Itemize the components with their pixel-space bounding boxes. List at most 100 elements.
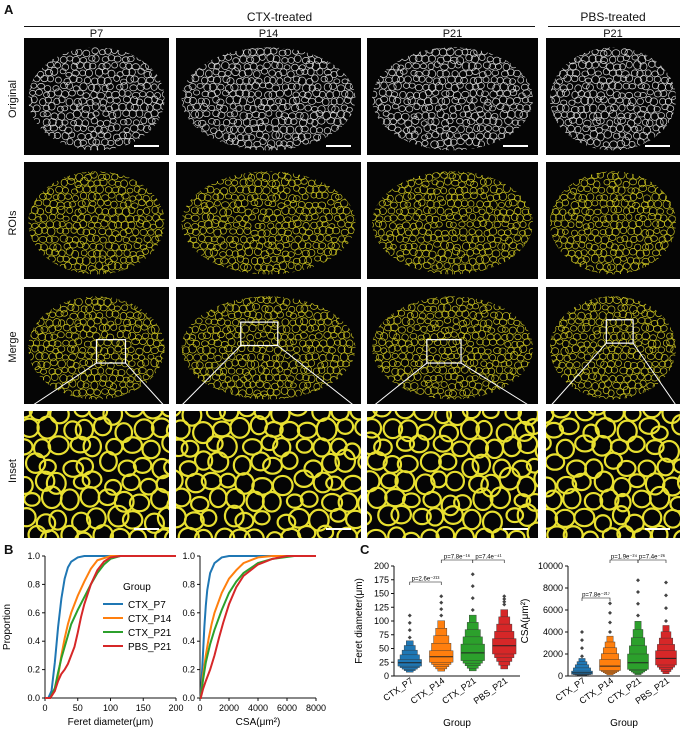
y-tick-label: 0.2 xyxy=(27,665,40,675)
series-line-ctx_p14 xyxy=(199,555,316,699)
y-tick-label: 2000 xyxy=(543,649,563,659)
column-label-p21-ctx: P21 xyxy=(442,28,463,40)
series-line-ctx_p7 xyxy=(199,555,316,699)
y-tick-label: 0.6 xyxy=(182,608,195,618)
y-tick-label: 175 xyxy=(374,575,389,585)
x-tick-label: 8000 xyxy=(306,703,326,713)
y-tick-label: 150 xyxy=(374,589,389,599)
x-tick-label: 4000 xyxy=(248,703,268,713)
group-line-pbs xyxy=(548,26,680,27)
column-label-p7: P7 xyxy=(89,28,104,40)
boxen-ctx_p7 xyxy=(397,613,422,673)
x-axis-label: CSA(μm²) xyxy=(236,717,281,728)
y-tick-label: 0.8 xyxy=(27,579,40,589)
panel-letter-c: C xyxy=(360,542,370,557)
y-tick-label: 0 xyxy=(384,671,389,681)
group-header-pbs: PBS-treated xyxy=(580,10,646,24)
micrograph-inset-3 xyxy=(367,411,538,538)
y-axis-label: CSA(μm²) xyxy=(520,599,531,644)
y-tick-label: 6000 xyxy=(543,605,563,615)
legend-title: Group xyxy=(123,582,151,593)
series-line-pbs_p21 xyxy=(199,555,316,699)
micrograph-rois-1 xyxy=(24,162,169,279)
row-label-inset: Inset xyxy=(7,459,19,483)
boxen-pbs_p21 xyxy=(655,580,677,674)
y-tick-label: 0.2 xyxy=(182,665,195,675)
boxen-ctx_p7 xyxy=(571,630,593,676)
panel-letter-a: A xyxy=(4,2,14,17)
boxen-csa-chart: 0200040006000800010000CSA(μm²)CTX_P7CTX_… xyxy=(520,554,680,729)
y-tick-label: 0.4 xyxy=(27,636,40,646)
boxen-pbs_p21 xyxy=(492,594,517,670)
micrograph-inset-4 xyxy=(546,411,680,538)
boxen-ctx_p14 xyxy=(429,594,454,672)
p-value-annotation: p=7.8e⁻¹⁶ xyxy=(444,554,471,561)
p-value-annotation: p=7.8e⁻²¹⁷ xyxy=(582,592,610,599)
y-tick-label: 1.0 xyxy=(182,551,195,561)
y-tick-label: 125 xyxy=(374,602,389,612)
legend-label: PBS_P21 xyxy=(128,642,172,653)
x-tick-label: 100 xyxy=(103,703,118,713)
y-axis-label: Proportion xyxy=(2,604,13,650)
micrograph-inset-2 xyxy=(176,411,361,538)
ecdf-csa-chart: 0.0 0.2 0.4 0.6 0.8 1.0 0 2000 4000 6000 8000 CSA(μ… xyxy=(182,551,326,728)
p-value-annotation: p=2.6e⁻²¹³ xyxy=(412,577,440,583)
row-label-rois: ROIs xyxy=(7,210,19,236)
x-tick-label: 50 xyxy=(73,703,83,713)
series-line-ctx_p21 xyxy=(199,555,316,699)
column-label-p21-pbs: P21 xyxy=(603,28,623,40)
y-tick-label: 0.0 xyxy=(182,693,195,703)
y-tick-label: 0.8 xyxy=(182,579,195,589)
micrograph-rois-2 xyxy=(176,162,361,279)
x-tick-label: 0 xyxy=(197,703,202,713)
x-tick-label: 150 xyxy=(136,703,151,713)
legend-label: CTX_P14 xyxy=(128,614,172,625)
micrograph-rois-3 xyxy=(367,162,538,279)
series-line-ctx_p7 xyxy=(45,555,176,699)
x-tick-label: 0 xyxy=(42,703,47,713)
y-tick-label: 0.0 xyxy=(27,693,40,703)
x-axis-label: Group xyxy=(610,718,638,729)
p-value-annotation: p=1.9e⁻²⁴ xyxy=(611,554,638,561)
micrograph-merge-3 xyxy=(367,287,538,404)
micrograph-inset-1 xyxy=(24,411,169,538)
y-tick-label: 100 xyxy=(374,616,389,626)
y-tick-label: 0.6 xyxy=(27,608,40,618)
group-header-ctx: CTX-treated xyxy=(246,10,313,24)
boxen-ctx_p21 xyxy=(627,578,649,675)
x-axis-label: Feret diameter(μm) xyxy=(68,717,154,728)
series-line-ctx_p21 xyxy=(45,555,176,699)
y-tick-label: 4000 xyxy=(543,627,563,637)
y-tick-label: 200 xyxy=(374,561,389,571)
group-line-ctx xyxy=(24,26,535,27)
y-tick-label: 1.0 xyxy=(27,551,40,561)
legend-label: CTX_P7 xyxy=(128,600,166,611)
boxen-ctx_p14 xyxy=(599,601,621,676)
y-tick-label: 25 xyxy=(379,657,389,667)
x-tick-label: 2000 xyxy=(219,703,239,713)
micrograph-original-1 xyxy=(24,38,169,155)
y-tick-label: 0.4 xyxy=(182,636,195,646)
x-axis-label: Group xyxy=(443,718,471,729)
panel-letter-b: B xyxy=(4,542,14,557)
row-label-merge: Merge xyxy=(7,331,19,363)
p-value-annotation: p=7.4e⁻²⁶ xyxy=(639,554,666,561)
x-tick-label: CTX_P21 xyxy=(440,675,478,706)
p-value-annotation: p=7.4e⁻⁴¹ xyxy=(475,554,501,561)
x-tick-label: PBS_P21 xyxy=(472,675,510,706)
micrograph-rois-4 xyxy=(546,162,680,279)
y-tick-label: 0 xyxy=(558,671,563,681)
y-tick-label: 75 xyxy=(379,630,389,640)
row-label-original: Original xyxy=(7,80,19,118)
boxen-feret-chart: 0 25 50 75 100 125 150 175 200 Feret diameter(μm)… xyxy=(354,554,520,729)
micrograph-original-2 xyxy=(176,38,361,155)
micrograph-original-3 xyxy=(367,38,538,155)
micrograph-original-4 xyxy=(546,38,680,155)
y-axis-label: Feret diameter(μm) xyxy=(354,578,365,664)
y-tick-label: 50 xyxy=(379,644,389,654)
legend-label: CTX_P21 xyxy=(128,628,172,639)
series-line-pbs_p21 xyxy=(45,555,176,699)
column-label-p14: P14 xyxy=(258,28,279,40)
boxen-ctx_p21 xyxy=(460,572,485,672)
x-tick-label: CTX_P14 xyxy=(409,675,447,706)
